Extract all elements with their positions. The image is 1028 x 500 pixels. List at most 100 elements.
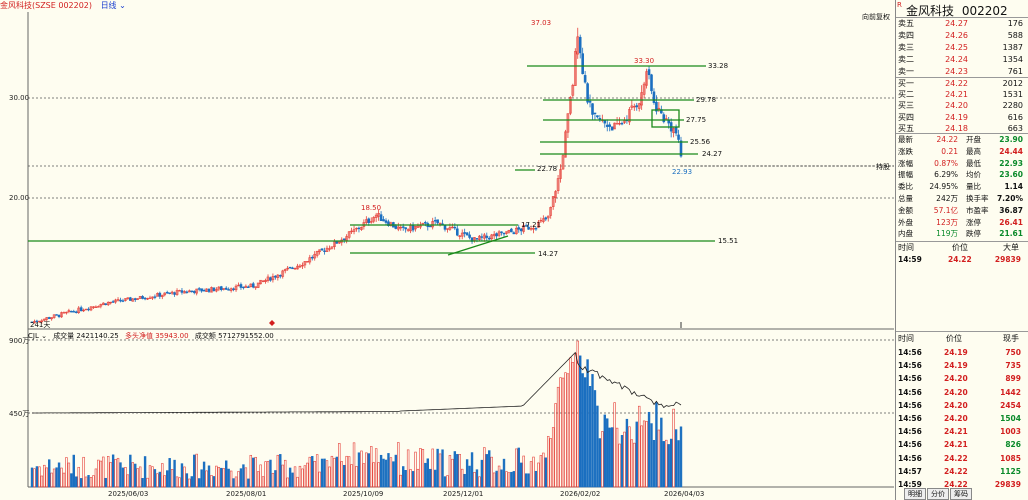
volume-bar	[173, 459, 176, 488]
volume-bar	[205, 470, 208, 488]
volume-bar	[185, 473, 189, 488]
ask-row[interactable]: 卖五 24.27 176	[898, 19, 1023, 28]
candle-body	[662, 114, 666, 123]
ask-row[interactable]: 卖一 24.23 761	[898, 67, 1023, 76]
volume-bar	[564, 372, 567, 488]
days-label: 241天	[30, 321, 51, 329]
candle-body	[278, 275, 282, 277]
ask-row[interactable]: 卖二 24.24 1354	[898, 55, 1023, 64]
candle-body	[97, 306, 100, 308]
candle-body	[416, 225, 420, 228]
candle-body	[605, 124, 609, 127]
annotation-high3: 18.50	[361, 204, 382, 212]
bid-row[interactable]: 买三 24.20 2280	[898, 101, 1023, 111]
candle-body	[109, 301, 112, 304]
volume-bar	[197, 478, 201, 488]
volume-bar	[367, 453, 370, 488]
adjust-badge[interactable]: 向前复权	[862, 13, 890, 21]
volume-bar	[234, 476, 238, 488]
candle-body	[185, 291, 189, 293]
candle-body	[215, 289, 218, 292]
volume-bar	[350, 464, 353, 488]
bid-row[interactable]: 买五 24.18 663	[898, 123, 1023, 133]
volume-bar	[544, 457, 547, 488]
volume-bar	[374, 448, 378, 488]
candle-body	[121, 300, 125, 302]
volume-bar	[579, 355, 582, 488]
volume-bar	[468, 465, 471, 488]
candle-body	[571, 84, 575, 96]
candle-body	[119, 299, 122, 302]
annotation-high: 37.03	[531, 19, 552, 27]
volume-bar	[269, 459, 272, 488]
ask-row[interactable]: 卖四 24.26 588	[898, 31, 1023, 40]
volume-bar	[121, 467, 125, 488]
volume-bar	[667, 444, 670, 488]
candle-body	[490, 234, 494, 240]
candle-body	[514, 227, 518, 235]
x-tick: 2025/12/01	[443, 490, 484, 498]
candle-body	[254, 286, 258, 289]
volume-bar	[138, 466, 142, 488]
volume-bar	[335, 456, 339, 488]
candle-body	[507, 229, 511, 233]
volume-bar	[665, 439, 668, 488]
volume-bar	[547, 436, 550, 488]
volume-bar	[542, 452, 545, 488]
candle-body	[318, 249, 321, 253]
bid-row[interactable]: 买二 24.21 1531	[898, 90, 1023, 100]
volume-bar	[642, 420, 646, 488]
candle-body	[133, 298, 137, 300]
volume-bar	[672, 408, 675, 488]
candle-body	[153, 296, 157, 298]
tab-chips[interactable]: 筹码	[950, 488, 972, 500]
tab-price[interactable]: 分价	[927, 488, 949, 500]
candle-body	[217, 286, 221, 290]
volume-bar	[382, 458, 385, 488]
candle-body	[281, 270, 285, 277]
period-selector[interactable]: 日线 ⌄	[100, 1, 126, 10]
candle-body	[325, 247, 329, 252]
volume-bar	[82, 456, 85, 488]
volume-bar	[232, 478, 235, 488]
volume-bar	[111, 454, 115, 488]
x-tick: 2025/06/03	[108, 490, 149, 498]
tab-detail[interactable]: 明细	[904, 488, 926, 500]
volume-bar	[402, 466, 405, 488]
bid-row[interactable]: 买四 24.19 616	[898, 112, 1023, 122]
candle-body	[640, 92, 643, 106]
volume-bar	[193, 454, 196, 488]
volume-bar	[296, 476, 299, 488]
tick-row: 14:56 24.20 1442	[898, 387, 1021, 397]
quote-panel: R 金风科技 002202 卖五 24.27 176 卖四 24.26 588 卖三 24.2…	[895, 0, 1028, 500]
volume-bar	[384, 459, 388, 488]
candle-body	[549, 207, 553, 216]
level-label: 22.78	[537, 165, 558, 173]
bid-row[interactable]: 买一 24.22 2012	[898, 79, 1023, 88]
candle-body	[522, 225, 525, 232]
y-tick-30: 30.00	[9, 94, 30, 102]
candle-body	[47, 317, 51, 319]
vol-tick-900: 900万	[9, 337, 30, 345]
volume-bar	[72, 454, 75, 488]
volume-bar	[569, 357, 572, 488]
volume-bar	[158, 471, 162, 488]
volume-bar	[583, 377, 587, 488]
volume-bar	[652, 440, 656, 488]
candle-body	[45, 317, 49, 320]
volume-bar	[178, 477, 181, 488]
candle-body	[330, 246, 334, 249]
candle-body	[360, 226, 363, 230]
kline-chart[interactable]	[0, 0, 895, 500]
candle-body	[480, 236, 484, 238]
candle-body	[463, 232, 466, 234]
candle-body	[197, 288, 201, 290]
indicator-selector[interactable]: CJL ⌄	[28, 332, 47, 340]
ask-row[interactable]: 卖三 24.25 1387	[898, 43, 1023, 52]
volume-bar	[591, 374, 594, 488]
volume-bar	[242, 464, 245, 488]
candle-body	[50, 317, 53, 320]
volume-bar	[613, 402, 616, 488]
candle-body	[131, 298, 135, 302]
volume-bar	[640, 425, 643, 488]
